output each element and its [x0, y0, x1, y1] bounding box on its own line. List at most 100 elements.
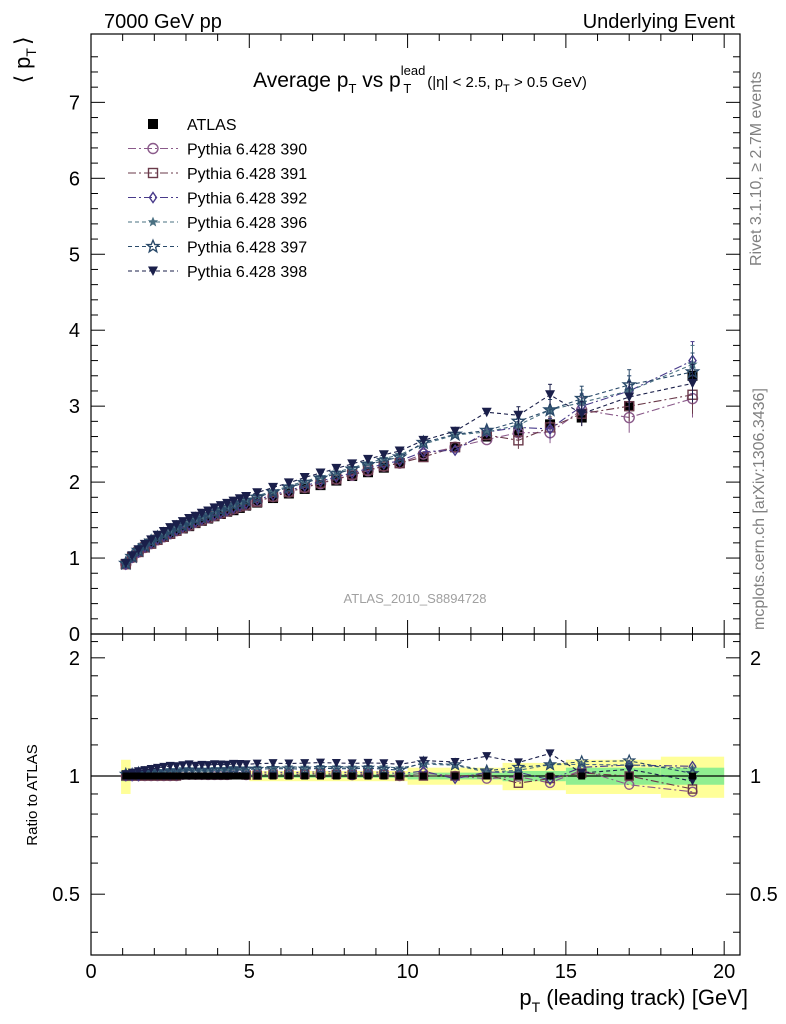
ratio-point: [133, 767, 143, 776]
ratio-atlas-point: [160, 772, 168, 780]
data-point: [268, 482, 279, 493]
data-point: [450, 443, 460, 457]
data-point: [419, 445, 428, 458]
ratio-point: [146, 764, 156, 774]
data-point: [394, 457, 405, 469]
ratio-panel-frame: [90, 633, 741, 956]
data-point: [203, 513, 214, 524]
data-point: [234, 494, 245, 504]
ratio-point: [545, 749, 555, 758]
header-analysis-label: Underlying Event: [583, 11, 736, 33]
ratio-atlas-point: [348, 772, 356, 780]
data-point: [203, 506, 214, 516]
title-main: Average p: [253, 69, 348, 92]
data-point: [177, 517, 188, 527]
series-398: [120, 363, 698, 569]
ratio-atlas-point: [269, 772, 277, 780]
data-point: [146, 535, 157, 545]
data-point: [209, 503, 220, 513]
ratio-atlas-point: [166, 772, 174, 780]
ratio-point: [216, 760, 226, 770]
ratio-atlas-point: [578, 772, 586, 780]
data-point: [418, 451, 429, 463]
data-point: [127, 551, 138, 561]
ratio-atlas-point: [317, 772, 325, 780]
ratio-atlas-point: [396, 772, 404, 780]
ratio-axis-ticks: 0 5 10 15 20 0.5 0.5 1 1 2 2: [52, 634, 778, 983]
data-point: [165, 523, 176, 533]
data-point: [215, 501, 226, 511]
data-point: [234, 502, 245, 513]
ratio-point: [284, 759, 294, 769]
ratio-atlas-point: [285, 772, 293, 780]
ratio-atlas-point: [147, 772, 155, 780]
ratio-point: [252, 759, 262, 769]
ratio-point: [331, 758, 341, 768]
ratio-point: [222, 760, 232, 770]
data-point: [363, 454, 374, 465]
xlabel-sub: T: [532, 999, 541, 1015]
ratio-point: [159, 762, 169, 772]
ratio-y-tick-label-right: 2: [750, 648, 761, 670]
ratio-point: [316, 758, 326, 768]
title-vs: vs p: [356, 69, 400, 92]
legend-label: Pythia 6.428 391: [187, 166, 307, 183]
data-point: [171, 520, 182, 530]
ratio-y-tick-label-left: 2: [69, 648, 80, 670]
x-axis-label: pT (leading track) [GeV]: [519, 985, 748, 1015]
ratio-atlas-point: [451, 772, 459, 780]
xlabel-main: p: [519, 985, 531, 1010]
data-point: [331, 463, 342, 474]
data-point: [268, 493, 279, 504]
ratio-point: [190, 761, 200, 771]
mcplots-reference-label: mcplots.cern.ch [arXiv:1306.3436]: [751, 388, 768, 630]
ratio-atlas-point: [191, 772, 199, 780]
data-point: [252, 488, 263, 498]
x-tick-label: 0: [85, 961, 96, 983]
series-392: [121, 341, 697, 571]
ratio-series-line: [125, 752, 693, 782]
ratio-point: [152, 763, 162, 773]
ratio-series: [119, 749, 699, 797]
ratio-y-tick-label-left: 0.5: [52, 884, 80, 906]
ratio-atlas-point: [172, 772, 180, 780]
ratio-point: [228, 759, 238, 769]
ratio-point: [418, 771, 429, 781]
title-vs-sub: T: [403, 81, 411, 96]
ratio-point: [171, 762, 181, 771]
ratio-point: [209, 760, 219, 769]
header-collision-label: 7000 GeV pp: [104, 11, 222, 33]
ratio-atlas-point: [514, 772, 522, 780]
ratio-y-tick-label-left: 1: [69, 766, 80, 788]
ratio-atlas-point: [210, 772, 218, 780]
ratio-point: [624, 765, 634, 774]
legend-label: Pythia 6.428 392: [187, 191, 307, 208]
main-y-tick-label: 7: [69, 92, 80, 114]
main-y-tick-label: 3: [69, 396, 80, 418]
ratio-atlas-point: [179, 772, 187, 780]
legend-marker: [148, 119, 158, 129]
data-point: [513, 410, 524, 421]
data-point: [576, 409, 587, 419]
main-ylabel-open: ⟨ p: [10, 57, 35, 84]
ratio-atlas-point: [236, 772, 244, 780]
ratio-point: [140, 766, 150, 775]
main-y-tick-label: 5: [69, 244, 80, 266]
data-point: [120, 558, 131, 569]
legend-marker: [147, 142, 159, 155]
data-point: [184, 514, 195, 524]
main-y-tick-label: 1: [69, 548, 80, 570]
ratio-y-tick-label-right: 1: [750, 766, 761, 788]
ratio-point: [418, 756, 428, 766]
x-tick-label: 20: [713, 961, 735, 983]
legend-label: ATLAS: [187, 117, 237, 134]
data-point: [252, 497, 263, 508]
x-tick-label: 5: [244, 961, 255, 983]
data-point: [283, 478, 294, 488]
ratio-point: [347, 759, 357, 768]
x-tick-label: 10: [396, 961, 418, 983]
ratio-atlas-point: [483, 772, 491, 780]
legend: ATLAS Pythia 6.428 390 Pythia 6.428 391 Pyt…: [128, 117, 307, 281]
